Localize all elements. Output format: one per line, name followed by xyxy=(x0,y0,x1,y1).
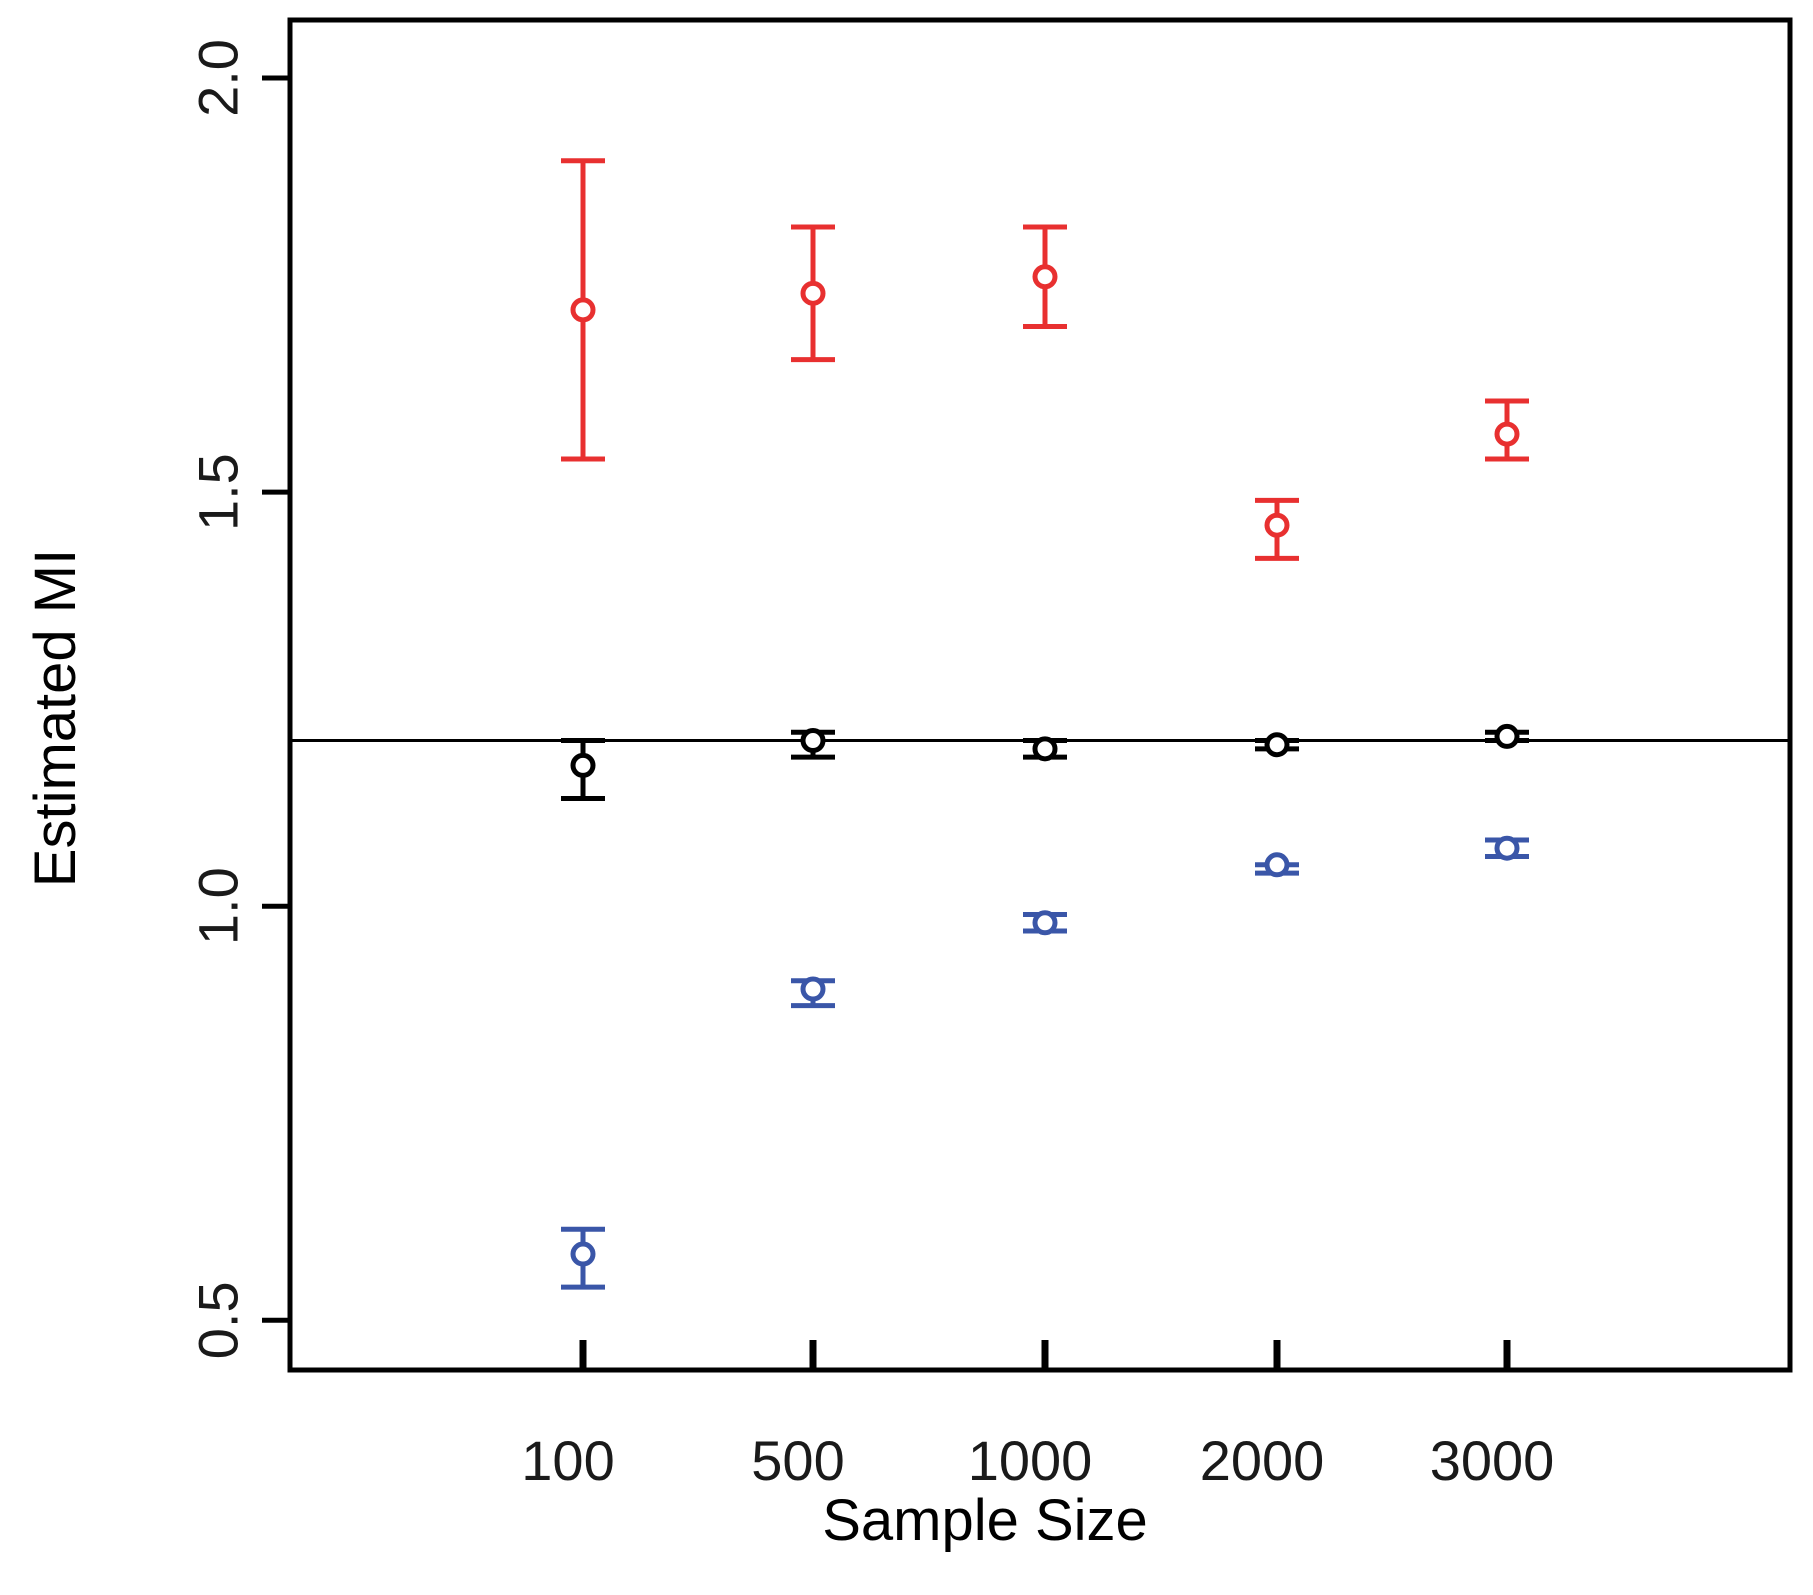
data-point-0-500 xyxy=(800,280,826,306)
data-point-0-2000 xyxy=(1264,512,1290,538)
x-tick-label-500: 500 xyxy=(751,1429,844,1492)
data-point-2-1000 xyxy=(1032,910,1058,936)
x-tick-label-100: 100 xyxy=(521,1429,614,1492)
x-tick-label-2000: 2000 xyxy=(1200,1429,1325,1492)
y-axis-title: Estimated MI xyxy=(23,549,88,887)
plot-frame xyxy=(287,17,1793,1373)
data-point-0-3000 xyxy=(1494,421,1520,447)
y-tick-label-0.5: 0.5 xyxy=(187,1281,250,1359)
data-point-2-2000 xyxy=(1264,852,1290,878)
x-tick-label-3000: 3000 xyxy=(1430,1429,1555,1492)
data-point-0-1000 xyxy=(1032,264,1058,290)
data-point-1-3000 xyxy=(1494,723,1520,749)
data-point-0-100 xyxy=(570,297,596,323)
plot-marks xyxy=(290,158,1790,1290)
data-point-2-100 xyxy=(570,1241,596,1267)
y-tick-label-1.0: 1.0 xyxy=(187,867,250,945)
y-tick-label-1.5: 1.5 xyxy=(187,453,250,531)
axes: 0.5 1.0 1.5 2.0 100 500 1000 2000 3000 xyxy=(187,39,1555,1492)
data-point-1-500 xyxy=(800,728,826,754)
data-point-2-500 xyxy=(800,976,826,1002)
data-point-2-3000 xyxy=(1494,835,1520,861)
x-tick-label-1000: 1000 xyxy=(968,1429,1093,1492)
data-point-1-100 xyxy=(570,752,596,778)
y-tick-label-2.0: 2.0 xyxy=(187,39,250,117)
x-axis-title: Sample Size xyxy=(822,1488,1148,1553)
data-point-1-1000 xyxy=(1032,736,1058,762)
data-point-1-2000 xyxy=(1264,732,1290,758)
